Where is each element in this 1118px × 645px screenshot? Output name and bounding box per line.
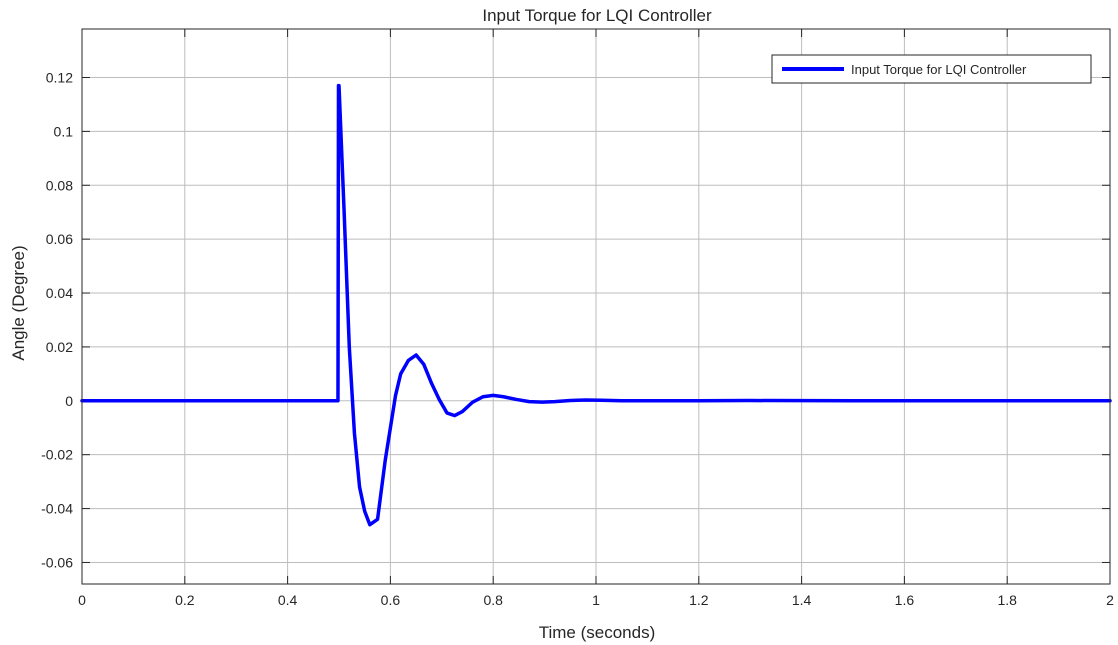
x-tick-label: 1.8 bbox=[997, 592, 1017, 608]
y-axis-label: Angle (Degree) bbox=[9, 245, 28, 360]
y-tick-label: -0.02 bbox=[41, 447, 73, 463]
y-tick-label: 0.02 bbox=[46, 339, 73, 355]
y-tick-label: 0.12 bbox=[46, 69, 73, 85]
y-tick-label: 0.1 bbox=[54, 123, 74, 139]
x-tick-label: 0 bbox=[78, 592, 86, 608]
legend: Input Torque for LQI Controller bbox=[771, 54, 1092, 84]
y-tick-label: -0.06 bbox=[41, 554, 73, 570]
x-tick-label: 0.6 bbox=[381, 592, 401, 608]
y-tick-label: 0.06 bbox=[46, 231, 73, 247]
x-tick-label: 1.4 bbox=[792, 592, 812, 608]
plot-frame bbox=[81, 28, 1111, 585]
x-tick-label: 1.6 bbox=[895, 592, 915, 608]
x-axis-label: Time (seconds) bbox=[539, 623, 656, 642]
x-tick-label: 0.4 bbox=[278, 592, 298, 608]
y-tick-label: -0.04 bbox=[41, 501, 73, 517]
tick-labels: 0 0.2 0.4 0.6 0.8 1 1.2 1.4 1.6 1.8 2 -0.06 -0.04 -0.… bbox=[41, 69, 1114, 608]
chart-title: Input Torque for LQI Controller bbox=[482, 6, 712, 25]
y-tick-label: 0.04 bbox=[46, 285, 73, 301]
y-tick-label: 0 bbox=[65, 393, 73, 409]
series-group bbox=[80, 83, 1112, 527]
x-tick-label: 0.8 bbox=[483, 592, 503, 608]
legend-label: Input Torque for LQI Controller bbox=[851, 62, 1027, 77]
x-tick-label: 1.2 bbox=[689, 592, 709, 608]
x-tick-label: 1 bbox=[592, 592, 600, 608]
y-tick-label: 0.08 bbox=[46, 177, 73, 193]
x-tick-label: 0.2 bbox=[175, 592, 195, 608]
x-tick-label: 2 bbox=[1106, 592, 1114, 608]
series-line bbox=[80, 83, 1112, 527]
